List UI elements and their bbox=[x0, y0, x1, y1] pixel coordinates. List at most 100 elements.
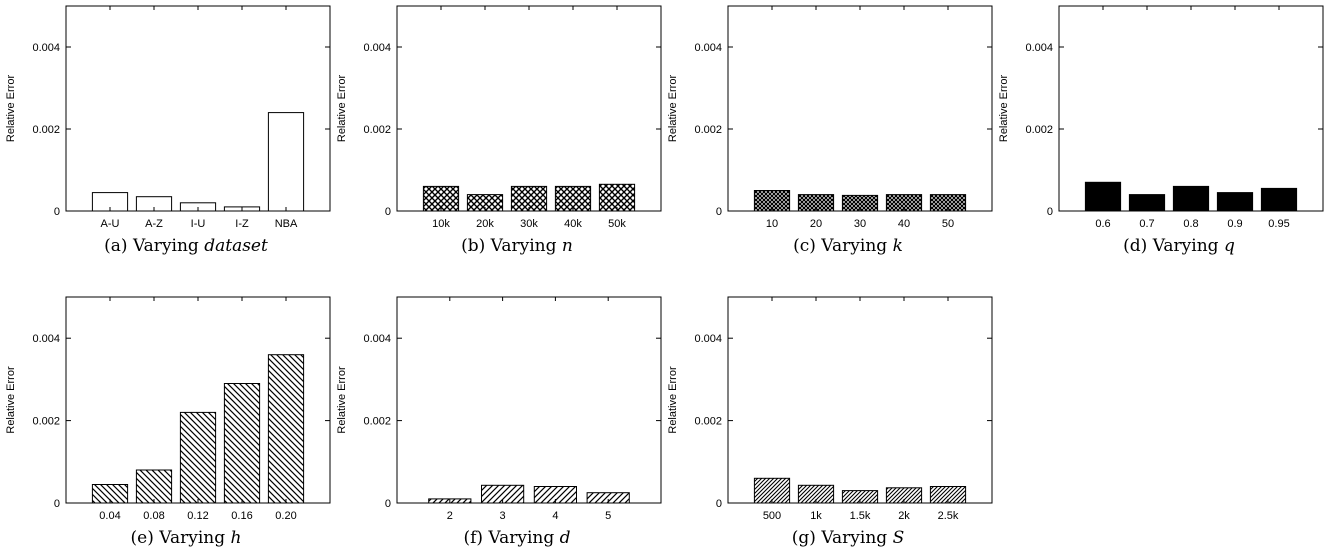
x-tick-label-g-3: 1.5k bbox=[850, 510, 871, 522]
x-tick-label-e-1: 0.04 bbox=[99, 510, 120, 522]
y-tick-label-f-0: 0 bbox=[385, 498, 391, 510]
caption-f: (f) Varying d bbox=[463, 528, 570, 548]
caption-prefix: (f) Varying bbox=[463, 528, 559, 548]
y-tick-label-e-2: 0.004 bbox=[32, 333, 60, 345]
panel-c: 10 20 30 40 50 0 0.002 0.004 Relative Error (c) V… bbox=[667, 5, 993, 256]
y-tick-label-d-1: 0.002 bbox=[1025, 124, 1053, 136]
caption-d: (d) Varying q bbox=[1123, 236, 1235, 256]
bar-b-3 bbox=[510, 185, 548, 212]
caption-a: (a) Varying dataset bbox=[104, 236, 268, 256]
x-tick-label-c-2: 20 bbox=[810, 218, 822, 230]
x-tick-label-b-3: 30k bbox=[520, 218, 538, 230]
x-tick-label-b-5: 50k bbox=[608, 218, 626, 230]
y-tick-label-g-2: 0.004 bbox=[694, 333, 722, 345]
plot-frame bbox=[65, 5, 331, 212]
bar-e-3 bbox=[179, 411, 217, 504]
bar-e-4 bbox=[223, 383, 261, 504]
x-tick-label-g-4: 2k bbox=[898, 510, 910, 522]
x-tick-label-g-2: 1k bbox=[810, 510, 822, 522]
x-tick-label-e-3: 0.12 bbox=[187, 510, 208, 522]
y-tick-label-e-1: 0.002 bbox=[32, 416, 60, 428]
x-tick-label-a-4: I-Z bbox=[235, 218, 249, 230]
bar-e-2 bbox=[135, 469, 173, 504]
caption-c: (c) Varying k bbox=[793, 236, 903, 256]
bar-b-1 bbox=[422, 185, 460, 212]
y-axis-label-e: Relative Error bbox=[5, 366, 17, 434]
bar-d-1 bbox=[1084, 181, 1122, 212]
caption-prefix: (d) Varying bbox=[1123, 236, 1224, 256]
caption-variable: k bbox=[893, 236, 903, 256]
plot-frame bbox=[727, 296, 993, 504]
x-tick-label-a-5: NBA bbox=[275, 218, 298, 230]
panel-g: 500 1k 1.5k 2k 2.5k 0 0.002 0.004 Relative Error… bbox=[667, 296, 993, 548]
y-tick-label-c-1: 0.002 bbox=[694, 124, 722, 136]
bar-e-5 bbox=[267, 354, 305, 504]
x-tick-label-a-2: A-Z bbox=[145, 218, 163, 230]
x-tick-label-e-5: 0.20 bbox=[275, 510, 296, 522]
caption-prefix: (g) Varying bbox=[792, 528, 893, 548]
plot-frame bbox=[65, 296, 331, 504]
x-tick-label-c-1: 10 bbox=[766, 218, 778, 230]
y-axis-label-d: Relative Error bbox=[998, 75, 1010, 143]
plot-frame bbox=[396, 5, 662, 212]
y-tick-label-e-0: 0 bbox=[54, 498, 60, 510]
x-tick-label-d-3: 0.8 bbox=[1183, 218, 1198, 230]
x-tick-label-f-4: 5 bbox=[605, 510, 611, 522]
caption-variable: n bbox=[562, 236, 573, 256]
plot-frame bbox=[1058, 5, 1324, 212]
plot-frame bbox=[396, 296, 662, 504]
bar-b-4 bbox=[554, 185, 592, 212]
caption-g: (g) Varying S bbox=[792, 528, 904, 548]
x-tick-label-d-2: 0.7 bbox=[1139, 218, 1154, 230]
y-axis-label-g: Relative Error bbox=[667, 366, 679, 434]
x-tick-label-d-1: 0.6 bbox=[1095, 218, 1110, 230]
y-tick-label-g-1: 0.002 bbox=[694, 416, 722, 428]
x-tick-label-b-2: 20k bbox=[476, 218, 494, 230]
y-tick-label-d-0: 0 bbox=[1047, 206, 1053, 218]
x-tick-label-c-3: 30 bbox=[854, 218, 866, 230]
panel-d: 0.6 0.7 0.8 0.9 0.95 0 0.002 0.004 Relative Erro… bbox=[998, 5, 1324, 256]
caption-variable: h bbox=[231, 528, 242, 548]
y-tick-label-b-0: 0 bbox=[385, 206, 391, 218]
x-tick-label-e-4: 0.16 bbox=[231, 510, 252, 522]
caption-variable: q bbox=[1224, 236, 1235, 256]
x-tick-label-c-4: 40 bbox=[898, 218, 910, 230]
x-tick-label-f-3: 4 bbox=[552, 510, 558, 522]
caption-prefix: (e) Varying bbox=[131, 528, 231, 548]
y-tick-label-b-1: 0.002 bbox=[363, 124, 391, 136]
y-tick-label-f-1: 0.002 bbox=[363, 416, 391, 428]
x-tick-label-b-1: 10k bbox=[432, 218, 450, 230]
y-tick-label-d-2: 0.004 bbox=[1025, 42, 1053, 54]
caption-variable: d bbox=[560, 528, 571, 548]
panel-e: 0.04 0.08 0.12 0.16 0.20 0 0.002 0.004 Relative … bbox=[5, 296, 331, 548]
y-tick-label-g-0: 0 bbox=[716, 498, 722, 510]
y-axis-label-a: Relative Error bbox=[5, 75, 17, 143]
caption-prefix: (b) Varying bbox=[461, 236, 562, 256]
x-tick-label-f-2: 3 bbox=[500, 510, 506, 522]
y-tick-label-a-1: 0.002 bbox=[32, 124, 60, 136]
x-tick-label-e-2: 0.08 bbox=[143, 510, 164, 522]
x-tick-label-f-1: 2 bbox=[447, 510, 453, 522]
bar-a-5 bbox=[267, 112, 305, 212]
caption-e: (e) Varying h bbox=[131, 528, 242, 548]
caption-variable: S bbox=[893, 528, 905, 548]
y-tick-label-a-2: 0.004 bbox=[32, 42, 60, 54]
y-tick-label-c-0: 0 bbox=[716, 206, 722, 218]
x-tick-label-a-1: A-U bbox=[101, 218, 120, 230]
bar-g-1 bbox=[753, 477, 791, 504]
y-tick-label-a-0: 0 bbox=[54, 206, 60, 218]
bar-d-3 bbox=[1172, 185, 1210, 212]
y-tick-label-c-2: 0.004 bbox=[694, 42, 722, 54]
x-tick-label-d-4: 0.9 bbox=[1227, 218, 1242, 230]
caption-prefix: (c) Varying bbox=[793, 236, 892, 256]
y-axis-label-f: Relative Error bbox=[336, 366, 348, 434]
y-axis-label-b: Relative Error bbox=[336, 75, 348, 143]
caption-variable: dataset bbox=[204, 236, 268, 256]
panel-b: 10k 20k 30k 40k 50k 0 0.002 0.004 Relative Error… bbox=[336, 5, 662, 256]
x-tick-label-c-5: 50 bbox=[942, 218, 954, 230]
x-tick-label-d-5: 0.95 bbox=[1268, 218, 1289, 230]
y-tick-label-f-2: 0.004 bbox=[363, 333, 391, 345]
x-tick-label-a-3: I-U bbox=[191, 218, 206, 230]
x-tick-label-g-5: 2.5k bbox=[938, 510, 959, 522]
